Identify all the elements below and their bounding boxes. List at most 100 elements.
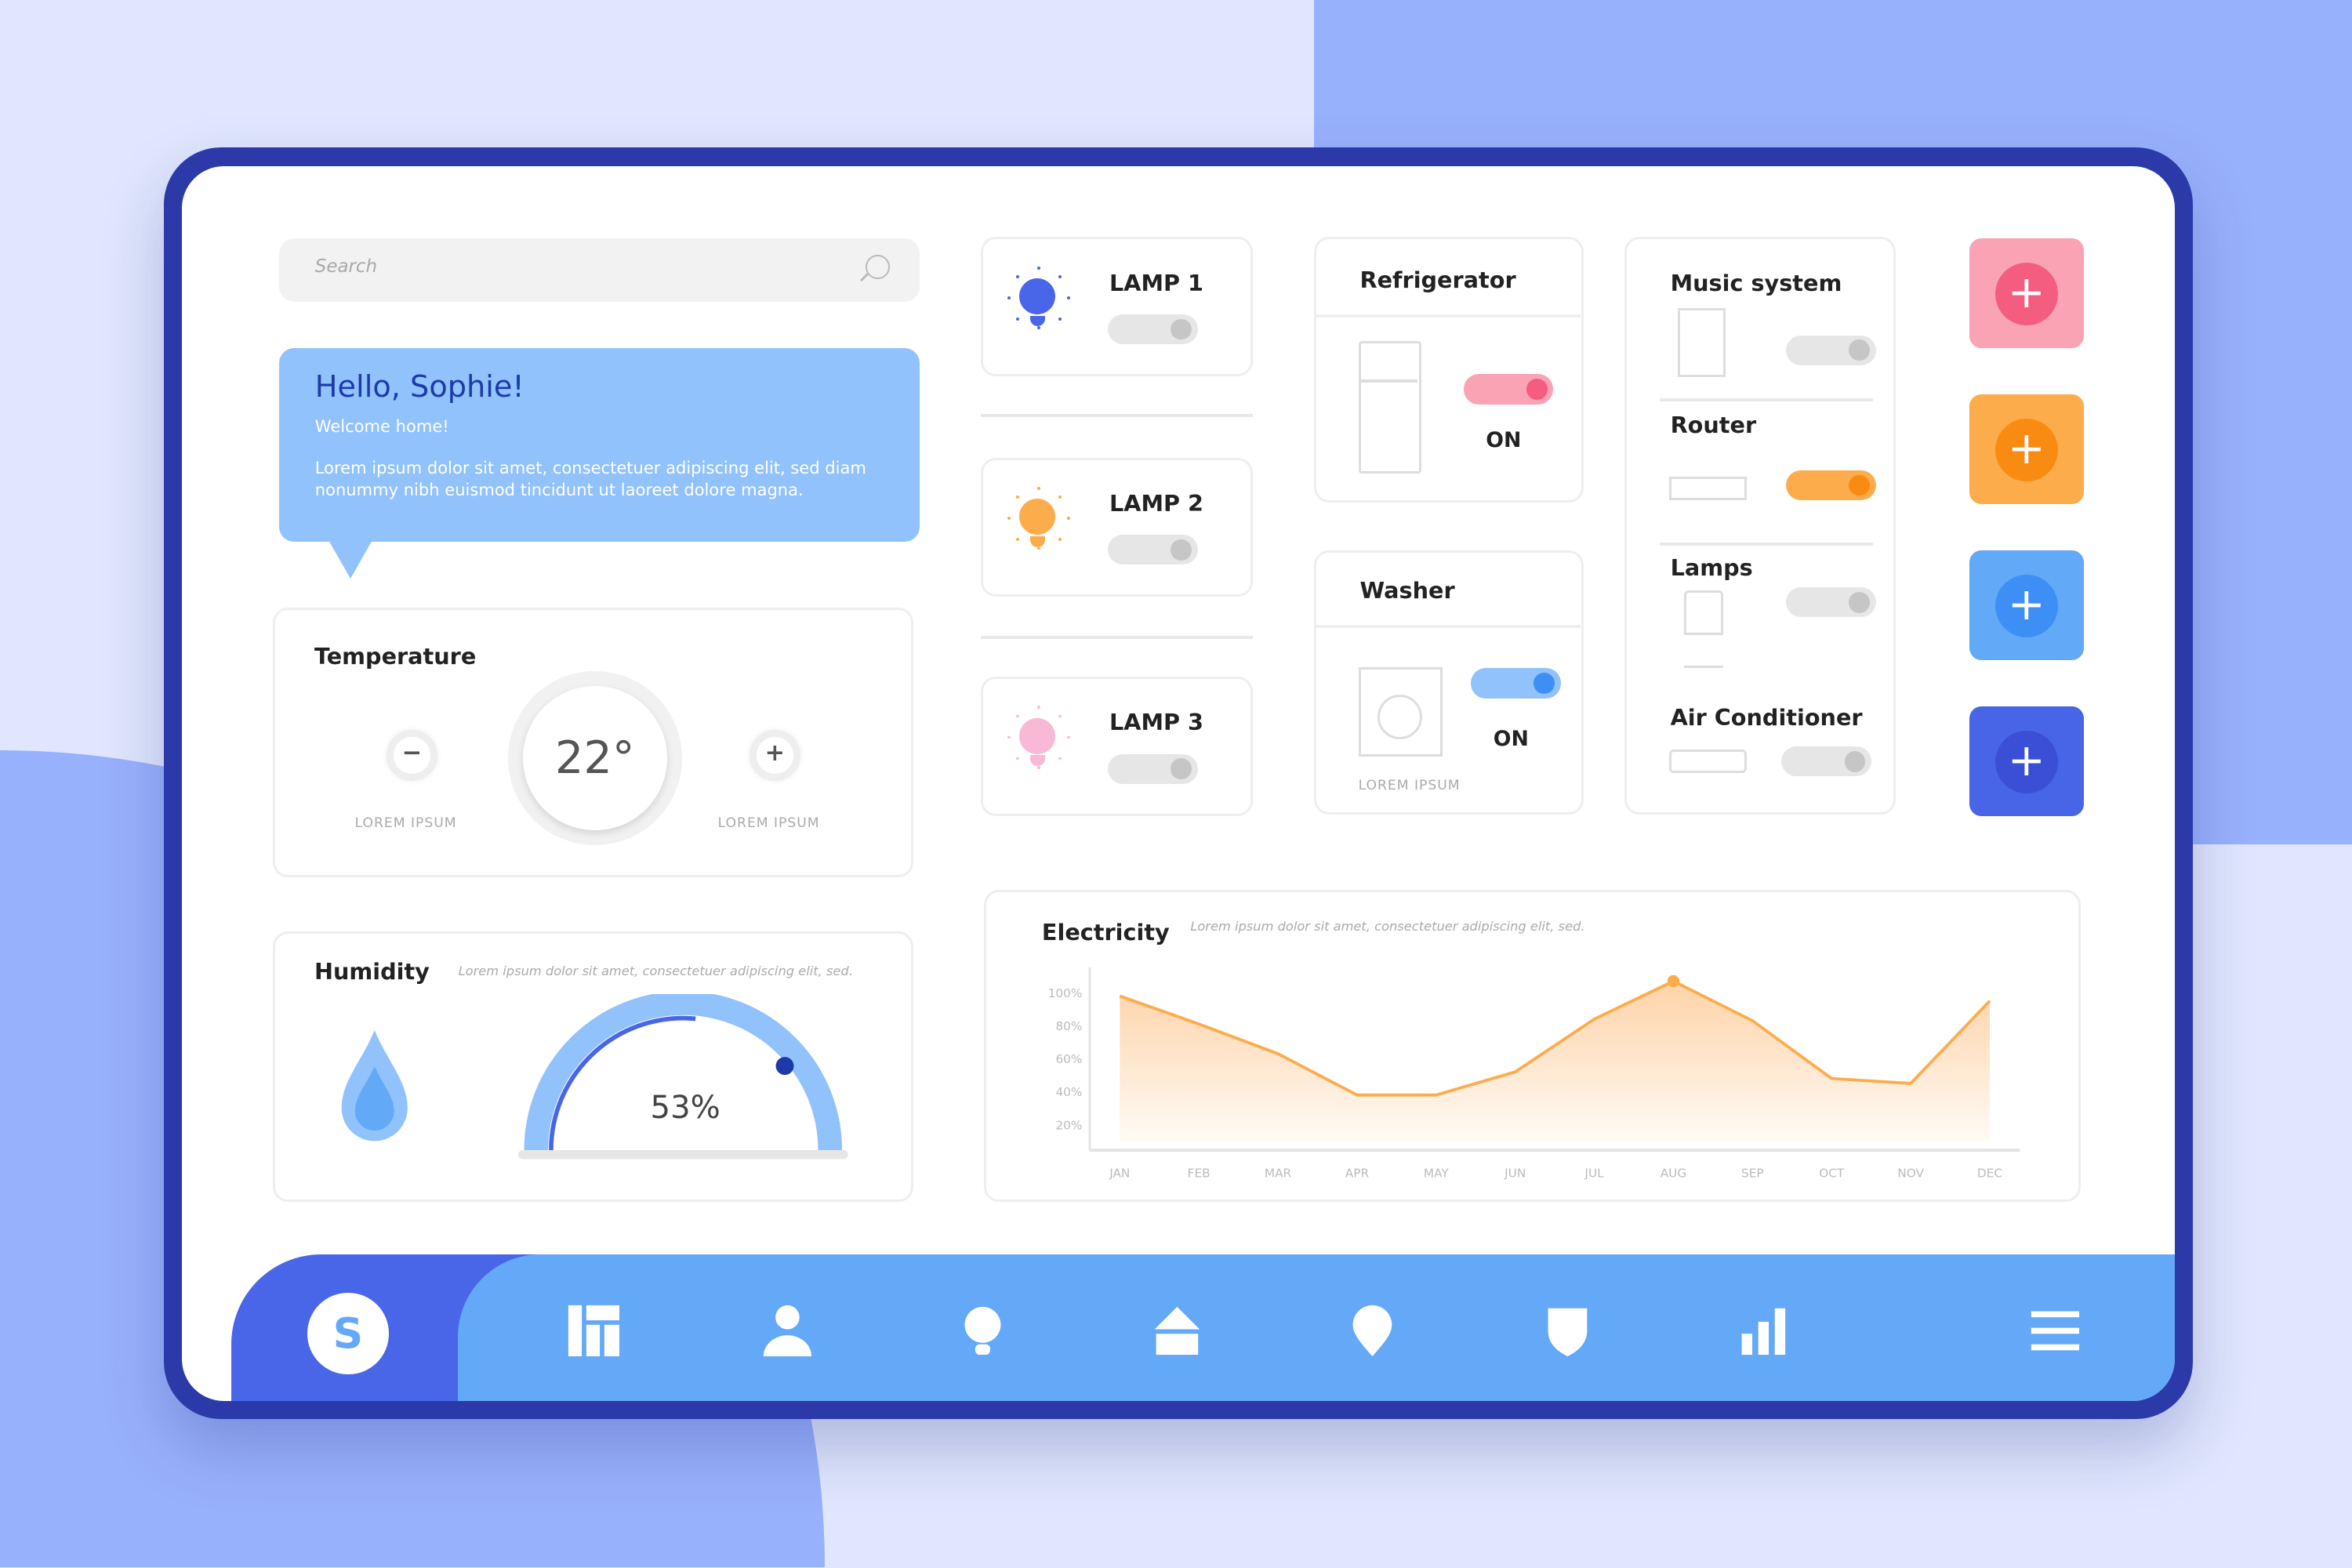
x-tick-label: OCT — [1819, 1166, 1845, 1180]
decrease-temperature-button[interactable]: − — [386, 729, 437, 781]
dashboard-icon[interactable] — [567, 1304, 621, 1358]
add-button-orange[interactable]: + — [1969, 394, 2084, 504]
fridge-icon — [1358, 341, 1421, 474]
bulb-icon — [1019, 499, 1056, 547]
light-ray — [1067, 735, 1071, 739]
electricity-card: Electricity Lorem ipsum dolor sit amet, … — [984, 889, 2081, 1202]
light-ray — [1058, 274, 1062, 278]
greeting-title: Hello, Sophie! — [314, 368, 524, 405]
y-tick-label: 40% — [1056, 1085, 1083, 1099]
refrigerator-toggle[interactable] — [1463, 374, 1554, 405]
light-ray — [1037, 706, 1040, 710]
air-conditioner-toggle[interactable] — [1781, 746, 1871, 777]
data-point — [1667, 975, 1680, 987]
y-tick-label: 60% — [1056, 1052, 1083, 1066]
light-ray — [1067, 517, 1071, 521]
light-ray — [1037, 546, 1040, 550]
lamp-name: LAMP 1 — [1109, 269, 1203, 296]
x-tick-label: MAY — [1424, 1166, 1449, 1180]
x-tick-label: APR — [1345, 1166, 1370, 1180]
washer-label: LOREM IPSUM — [1358, 778, 1461, 794]
temperature-title: Temperature — [314, 642, 477, 670]
light-ray — [1016, 538, 1019, 542]
lamps-toggle[interactable] — [1785, 587, 1876, 618]
speaker-icon — [1678, 308, 1726, 378]
add-button-blue[interactable]: + — [1969, 550, 2084, 660]
device-name: Air Conditioner — [1670, 704, 1863, 731]
greeting-text: Lorem ipsum dolor sit amet, consectetuer… — [314, 457, 866, 500]
electricity-chart: 100% 80% 60% 40% 20% JAN FEB MAR APR MAY JUN JUL AUG… — [1048, 967, 2020, 1180]
bulb-icon[interactable] — [956, 1304, 1010, 1358]
temperature-value: 22° — [522, 686, 667, 831]
light-ray — [1058, 318, 1062, 321]
chart-subtitle: Lorem ipsum dolor sit amet, consectetuer… — [1190, 919, 1585, 935]
x-tick-label: JUL — [1584, 1166, 1605, 1180]
series-line — [1119, 978, 1991, 1097]
plus-icon: + — [1994, 730, 2058, 794]
washer-toggle[interactable] — [1471, 668, 1561, 699]
x-tick-label: NOV — [1897, 1166, 1924, 1180]
y-tick-label: 100% — [1048, 986, 1083, 1000]
search-placeholder: Search — [314, 256, 378, 278]
lamp-2-card: LAMP 2 — [981, 457, 1253, 597]
y-tick-label: 20% — [1056, 1118, 1083, 1132]
plus-icon: + — [1994, 262, 2058, 326]
device-name: Lamps — [1670, 554, 1753, 582]
light-ray — [1058, 538, 1062, 542]
divider — [981, 636, 1253, 640]
bottom-nav: S — [182, 1254, 2176, 1402]
humidity-card: Humidity Lorem ipsum dolor sit amet, con… — [273, 931, 914, 1202]
divider — [981, 414, 1253, 417]
light-ray — [1058, 757, 1062, 760]
greeting-subtitle: Welcome home! — [314, 416, 449, 436]
user-icon[interactable] — [760, 1304, 815, 1358]
y-tick-label: 80% — [1056, 1019, 1083, 1033]
lamp-2-toggle[interactable] — [1108, 535, 1198, 565]
x-tick-label: DEC — [1977, 1166, 2002, 1180]
light-ray — [1037, 326, 1040, 330]
x-tick-label: SEP — [1741, 1166, 1764, 1180]
light-ray — [1067, 296, 1071, 299]
increase-temperature-button[interactable]: + — [749, 729, 800, 781]
washer-icon — [1358, 666, 1443, 757]
refrigerator-status: ON — [1486, 428, 1522, 453]
washer-card: Washer ON LOREM IPSUM — [1314, 550, 1584, 815]
shield-icon[interactable] — [1541, 1304, 1595, 1358]
menu-icon[interactable] — [2028, 1304, 2082, 1358]
search-icon[interactable] — [865, 255, 890, 279]
light-ray — [1058, 495, 1062, 499]
chart-title: Electricity — [1041, 919, 1170, 946]
bar-chart-icon[interactable] — [1736, 1304, 1790, 1358]
area-fill — [1120, 981, 1991, 1142]
add-button-pink[interactable]: + — [1969, 238, 2084, 348]
humidity-description: Lorem ipsum dolor sit amet, consectetuer… — [458, 964, 853, 979]
light-ray — [1016, 495, 1019, 499]
temperature-dial[interactable]: 22° — [507, 671, 682, 846]
music-system-toggle[interactable] — [1785, 335, 1876, 365]
light-ray — [1007, 735, 1011, 739]
light-ray — [1007, 296, 1011, 299]
router-toggle[interactable] — [1785, 470, 1876, 501]
light-ray — [1016, 274, 1019, 278]
avatar[interactable]: S — [307, 1293, 389, 1374]
light-ray — [1037, 486, 1040, 490]
x-tick-label: JUN — [1504, 1166, 1526, 1180]
lamp-1-toggle[interactable] — [1108, 314, 1198, 345]
lamp-3-toggle[interactable] — [1108, 753, 1198, 784]
light-ray — [1007, 517, 1011, 521]
divider — [1316, 314, 1581, 318]
gauge-marker — [775, 1056, 794, 1075]
location-icon[interactable] — [1345, 1304, 1399, 1358]
humidity-gauge — [518, 993, 849, 1160]
bulb-icon — [1019, 717, 1056, 766]
home-icon[interactable] — [1150, 1304, 1204, 1358]
add-button-indigo[interactable]: + — [1969, 706, 2084, 816]
search-input[interactable]: Search — [278, 238, 920, 302]
refrigerator-card: Refrigerator ON — [1314, 237, 1584, 503]
lamp-3-card: LAMP 3 — [981, 676, 1253, 816]
plus-icon: + — [1994, 418, 2058, 482]
lamp-name: LAMP 3 — [1109, 709, 1203, 736]
light-ray — [1058, 714, 1062, 718]
light-ray — [1016, 757, 1019, 760]
